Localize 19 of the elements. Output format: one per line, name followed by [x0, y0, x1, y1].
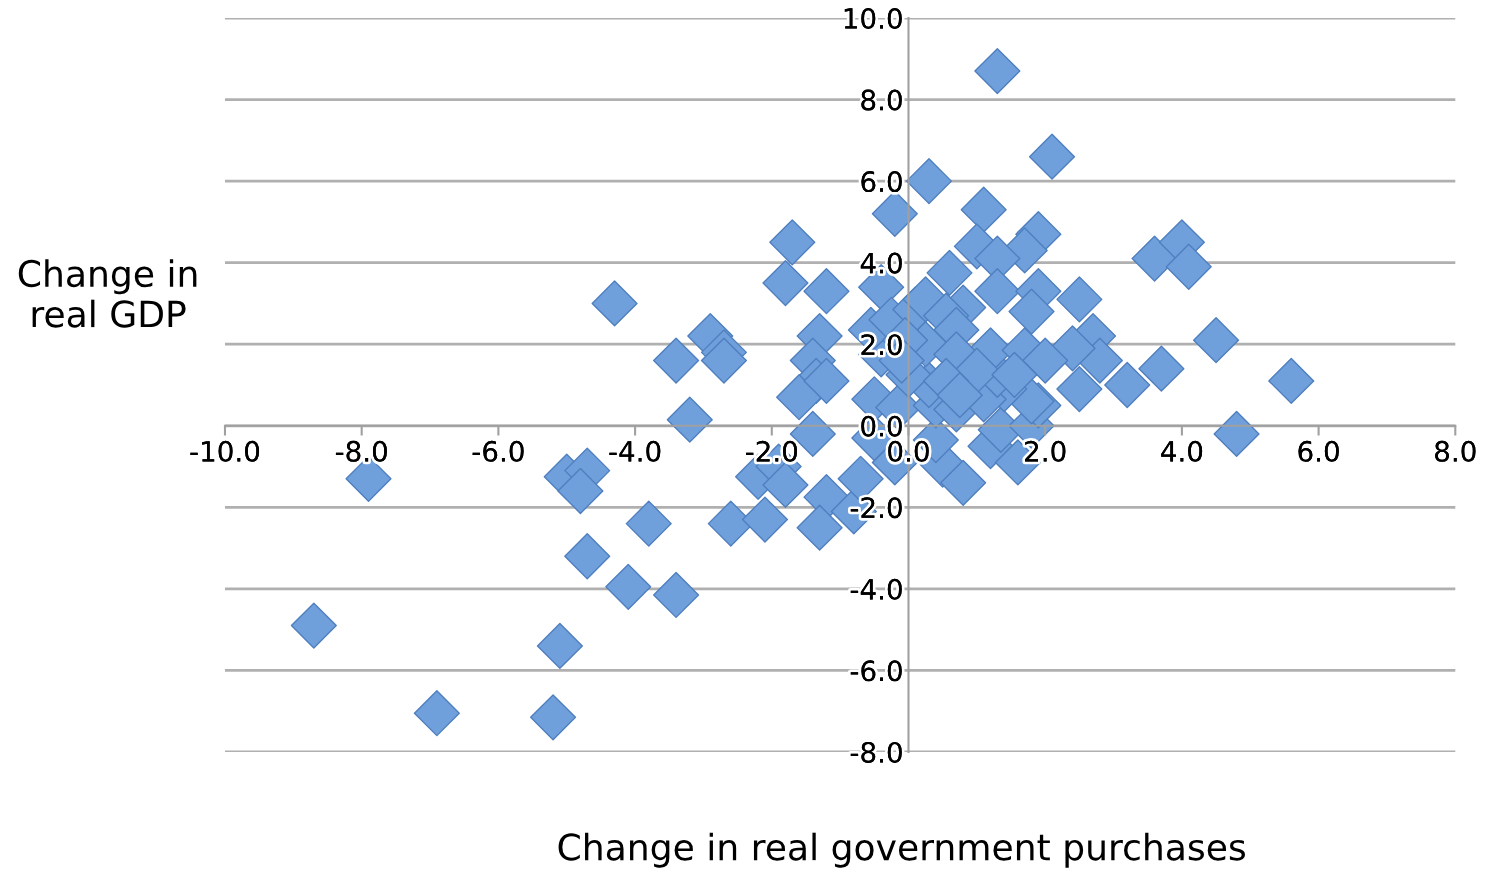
y-tick-label: -4.0	[850, 578, 902, 600]
y-tick-label: -2.0	[850, 497, 902, 519]
y-axis-title: Change in real GDP	[18, 259, 197, 328]
y-tick-label: 8.0	[861, 89, 902, 111]
y-tick-label: -6.0	[850, 660, 902, 682]
x-tick-label: -4.0	[609, 440, 661, 462]
y-tick-label: 6.0	[861, 171, 902, 193]
y-tick-label: 10.0	[844, 7, 902, 29]
y-tick-label: -8.0	[850, 741, 902, 763]
y-tick-label: 0.0	[861, 415, 902, 437]
x-tick-label: 6.0	[1298, 440, 1339, 462]
x-axis-title: Change in real government purchases	[558, 832, 1245, 868]
x-tick-label: -6.0	[472, 440, 524, 462]
x-tick-label: 4.0	[1161, 440, 1203, 462]
x-tick-label: -8.0	[335, 440, 387, 462]
x-tick-label: -10.0	[190, 440, 260, 462]
y-tick-label: 2.0	[861, 334, 902, 356]
x-tick-label: 8.0	[1435, 440, 1476, 462]
y-tick-label: 4.0	[860, 252, 902, 274]
